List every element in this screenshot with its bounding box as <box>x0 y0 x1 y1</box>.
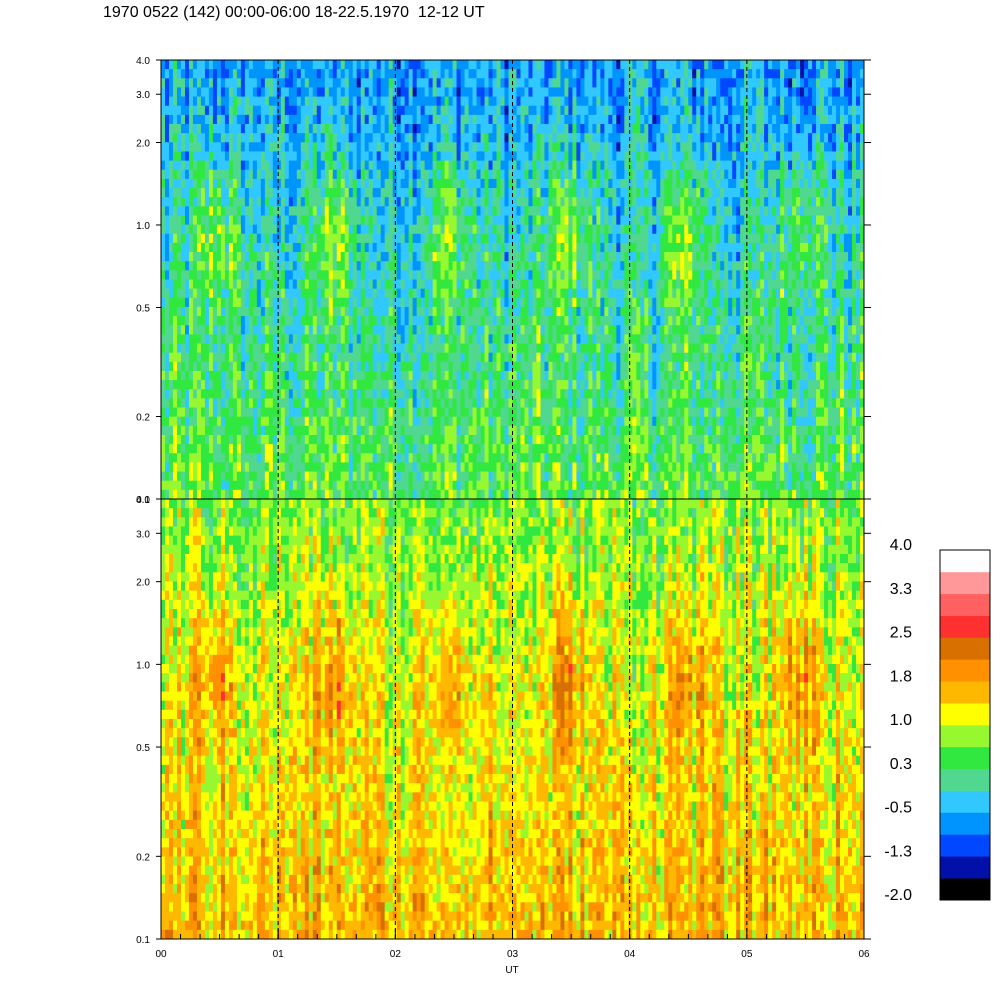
colorbar-label: 1.8 <box>890 668 912 685</box>
y-tick-label: 1.0 <box>136 221 150 232</box>
y-tick-label: 3.0 <box>136 90 150 101</box>
x-tick-label: 04 <box>624 949 636 960</box>
colorbar-segment <box>940 593 990 616</box>
colorbar-segment <box>940 637 990 660</box>
x-tick-label: 03 <box>507 949 519 960</box>
colorbar-segment <box>940 615 990 638</box>
colorbar-segment <box>940 834 990 857</box>
colorbar-segment <box>940 571 990 595</box>
x-tick-label: 06 <box>858 949 870 960</box>
colorbar-segment <box>940 856 990 879</box>
colorbar-label: -0.5 <box>884 800 912 817</box>
colorbar-segment <box>940 746 990 770</box>
y-tick-label: 4.0 <box>136 56 150 67</box>
colorbar-segment <box>940 725 990 748</box>
colorbar-segment <box>940 790 990 813</box>
colorbar-label: 3.3 <box>890 581 912 598</box>
x-tick-label: 01 <box>273 949 285 960</box>
x-tick-label: 00 <box>155 949 167 960</box>
y-tick-label: 4.0 <box>136 495 150 506</box>
y-tick-label: 0.2 <box>136 413 150 424</box>
y-tick-label: 0.5 <box>136 743 150 754</box>
colorbar-segment <box>940 703 990 726</box>
chart-title: 1970 0522 (142) 00:00-06:00 18-22.5.1970… <box>103 4 485 21</box>
axes: 0.10.20.51.02.03.04.00.10.20.51.02.03.04… <box>136 56 871 960</box>
colorbar-segment <box>940 681 990 704</box>
colorbar-segment <box>940 812 990 835</box>
colorbar-label: 1.0 <box>890 712 912 729</box>
y-tick-label: 2.0 <box>136 578 150 589</box>
y-tick-label: 0.2 <box>136 852 150 863</box>
colorbar: 4.0 3.3 2.5 1.8 1.0 0.3 -0.5 -1.3 -2.0 <box>884 537 991 904</box>
colorbar-label: -1.3 <box>884 843 912 860</box>
y-tick-label: 0.5 <box>136 303 150 314</box>
colorbar-segment <box>940 768 990 791</box>
colorbar-frame <box>939 549 991 901</box>
y-tick-label: 0.1 <box>136 935 150 946</box>
colorbar-label: 0.3 <box>890 756 912 773</box>
x-tick-label: 02 <box>390 949 402 960</box>
y-tick-label: 3.0 <box>136 529 150 540</box>
colorbar-label: 4.0 <box>890 537 912 554</box>
y-tick-label: 1.0 <box>136 660 150 671</box>
y-tick-label: 0.1 <box>136 495 150 506</box>
colorbar-segment <box>940 659 990 682</box>
lower-spectrogram-panel <box>161 499 865 940</box>
colorbar-segment <box>940 550 990 573</box>
x-tick-label: 05 <box>741 949 753 960</box>
x-axis-label: UT <box>505 965 518 976</box>
colorbar-segment <box>940 878 990 901</box>
y-tick-label: 2.0 <box>136 138 150 149</box>
colorbar-label: -2.0 <box>884 887 912 904</box>
colorbar-label: 2.5 <box>890 625 912 642</box>
